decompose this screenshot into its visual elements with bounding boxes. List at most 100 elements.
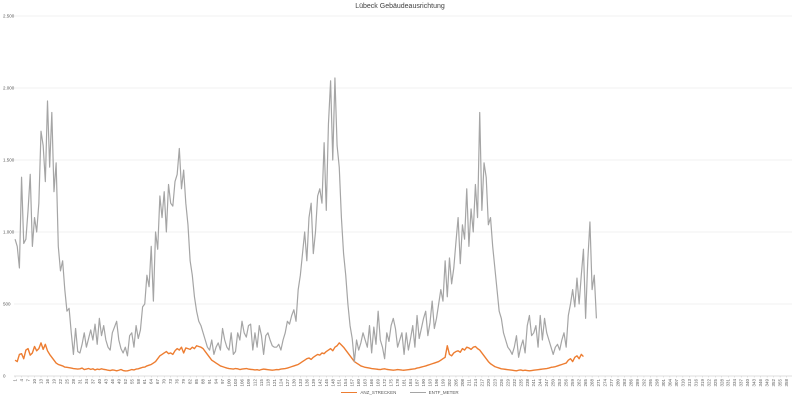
x-tick: 346 bbox=[758, 376, 763, 387]
x-tick-label: 193 bbox=[428, 379, 433, 387]
x-tick: 91 bbox=[207, 376, 212, 384]
x-tick: 124 bbox=[278, 376, 283, 387]
x-tick-label: 85 bbox=[194, 379, 199, 385]
y-tick: 1.500 bbox=[3, 158, 15, 163]
x-tick-label: 100 bbox=[227, 379, 232, 387]
x-tick-label: 157 bbox=[350, 379, 355, 387]
x-tick-label: 253 bbox=[557, 379, 562, 387]
x-tick: 214 bbox=[473, 376, 478, 387]
x-tick-label: 76 bbox=[175, 379, 180, 385]
x-tick-label: 172 bbox=[382, 379, 387, 387]
x-tick: 40 bbox=[97, 376, 102, 384]
x-tick: 88 bbox=[201, 376, 206, 384]
x-tick-label: 16 bbox=[45, 379, 50, 385]
x-tick-label: 46 bbox=[110, 379, 115, 385]
x-tick: 280 bbox=[616, 376, 621, 387]
y-tick-label: 2.500 bbox=[3, 14, 15, 19]
x-tick-label: 79 bbox=[181, 379, 186, 385]
x-tick: 325 bbox=[713, 376, 718, 387]
x-tick-label: 316 bbox=[693, 379, 698, 387]
x-tick: 181 bbox=[402, 376, 407, 387]
x-tick: 238 bbox=[525, 376, 530, 387]
x-tick: 235 bbox=[518, 376, 523, 387]
x-tick-label: 208 bbox=[460, 379, 465, 387]
x-tick-label: 25 bbox=[64, 379, 69, 385]
x-tick-label: 151 bbox=[337, 379, 342, 387]
x-tick-label: 286 bbox=[628, 379, 633, 387]
x-tick: 289 bbox=[635, 376, 640, 387]
x-tick: 163 bbox=[363, 376, 368, 387]
x-tick-label: 214 bbox=[473, 379, 478, 387]
x-tick: 1 bbox=[13, 376, 18, 382]
x-tick: 58 bbox=[136, 376, 141, 384]
x-tick-label: 220 bbox=[486, 379, 491, 387]
x-tick-label: 328 bbox=[719, 379, 724, 387]
x-tick-label: 340 bbox=[745, 379, 750, 387]
legend-swatch-series-1 bbox=[409, 391, 426, 393]
y-tick-label: 0 bbox=[3, 374, 6, 379]
x-tick-label: 55 bbox=[129, 379, 134, 385]
x-tick: 295 bbox=[648, 376, 653, 387]
x-tick: 241 bbox=[531, 376, 536, 387]
x-tick: 22 bbox=[58, 376, 63, 384]
x-tick-label: 10 bbox=[32, 379, 37, 385]
x-tick: 202 bbox=[447, 376, 452, 387]
x-tick-label: 325 bbox=[713, 379, 718, 387]
x-tick-label: 229 bbox=[505, 379, 510, 387]
x-tick: 259 bbox=[570, 376, 575, 387]
x-tick-label: 223 bbox=[492, 379, 497, 387]
x-tick: 85 bbox=[194, 376, 199, 384]
x-tick: 52 bbox=[123, 376, 128, 384]
x-tick: 115 bbox=[259, 376, 264, 386]
x-tick: 313 bbox=[687, 376, 692, 387]
x-tick: 145 bbox=[324, 376, 329, 387]
x-tick-label: 169 bbox=[376, 379, 381, 387]
x-tick: 49 bbox=[116, 376, 121, 384]
y-tick: 2.000 bbox=[3, 86, 15, 91]
x-tick: 136 bbox=[304, 376, 309, 387]
x-tick: 226 bbox=[499, 376, 504, 387]
x-tick: 130 bbox=[291, 376, 296, 387]
x-tick: 133 bbox=[298, 376, 303, 387]
x-tick-label: 70 bbox=[162, 379, 167, 385]
chart-title: Lübeck Gebäudeausrichtung bbox=[355, 3, 445, 10]
x-tick-label: 175 bbox=[389, 379, 394, 387]
x-tick-label: 265 bbox=[583, 379, 588, 387]
x-tick: 73 bbox=[168, 376, 173, 384]
x-tick-label: 7 bbox=[26, 379, 31, 382]
x-tick-label: 319 bbox=[700, 379, 705, 387]
x-tick: 169 bbox=[376, 376, 381, 387]
x-tick: 229 bbox=[505, 376, 510, 387]
x-tick-label: 13 bbox=[39, 379, 44, 385]
x-tick-label: 313 bbox=[687, 379, 692, 387]
x-tick-label: 310 bbox=[680, 379, 685, 387]
x-tick: 160 bbox=[356, 376, 361, 387]
legend-label-series-0: ANZ_STRECKEN bbox=[360, 389, 397, 395]
x-tick: 211 bbox=[466, 376, 471, 386]
x-tick-label: 289 bbox=[635, 379, 640, 387]
x-tick: 256 bbox=[564, 376, 569, 387]
x-tick: 175 bbox=[389, 376, 394, 387]
x-tick: 82 bbox=[188, 376, 193, 384]
x-tick-label: 82 bbox=[188, 379, 193, 385]
x-tick-label: 40 bbox=[97, 379, 102, 385]
x-tick-label: 109 bbox=[246, 379, 251, 387]
x-tick-label: 115 bbox=[259, 379, 264, 387]
x-tick-label: 154 bbox=[343, 379, 348, 387]
series-lines bbox=[14, 77, 598, 372]
x-tick: 25 bbox=[64, 376, 69, 384]
x-tick-label: 160 bbox=[356, 379, 361, 387]
x-tick-label: 256 bbox=[564, 379, 569, 387]
x-tick-label: 22 bbox=[58, 379, 63, 385]
x-tick-label: 346 bbox=[758, 379, 763, 387]
x-tick-label: 226 bbox=[499, 379, 504, 387]
x-tick: 13 bbox=[39, 376, 44, 384]
x-tick: 112 bbox=[252, 376, 257, 386]
x-tick-label: 52 bbox=[123, 379, 128, 385]
x-tick-label: 178 bbox=[395, 379, 400, 387]
x-tick: 271 bbox=[596, 376, 601, 387]
x-tick-label: 250 bbox=[551, 379, 556, 387]
x-tick-label: 43 bbox=[103, 379, 108, 385]
x-tick: 172 bbox=[382, 376, 387, 387]
